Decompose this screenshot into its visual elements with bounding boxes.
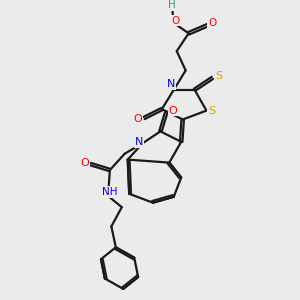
Text: O: O: [134, 114, 142, 124]
Text: H: H: [168, 0, 176, 10]
Text: O: O: [171, 16, 179, 26]
Text: S: S: [215, 71, 222, 81]
Text: N: N: [135, 137, 143, 147]
Text: O: O: [208, 18, 217, 28]
Text: NH: NH: [102, 187, 118, 197]
Text: S: S: [208, 106, 215, 116]
Text: N: N: [167, 80, 176, 89]
Text: O: O: [80, 158, 89, 169]
Text: O: O: [169, 106, 177, 116]
